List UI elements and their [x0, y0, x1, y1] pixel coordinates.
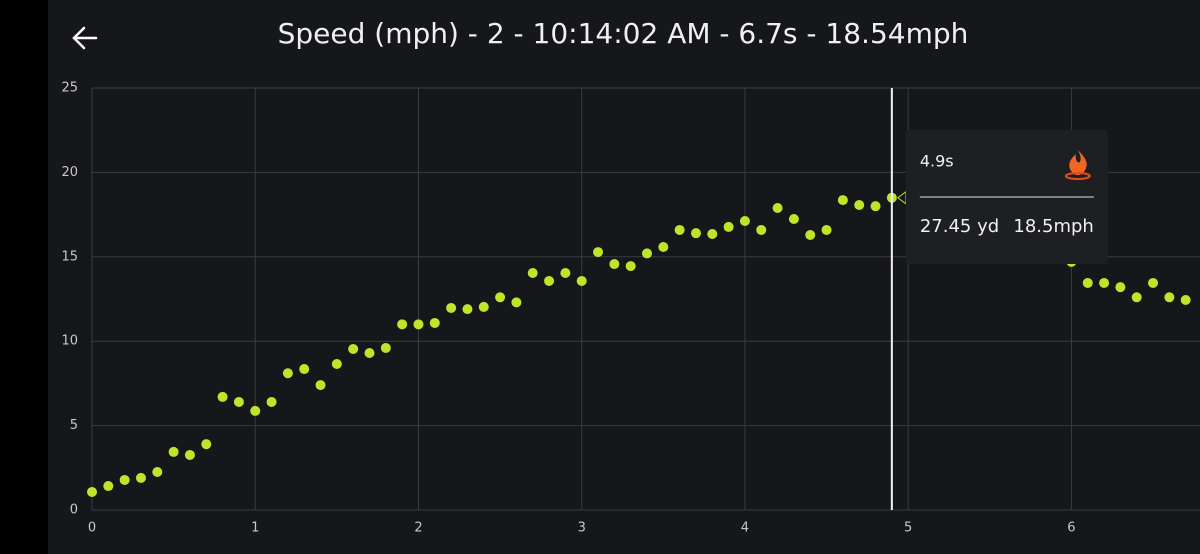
data-point — [103, 481, 114, 492]
data-point — [119, 474, 130, 485]
data-point — [446, 302, 457, 313]
y-tick-label: 0 — [70, 503, 78, 518]
data-point — [315, 380, 326, 391]
data-point — [1180, 295, 1191, 306]
data-point — [576, 275, 587, 286]
x-tick-label: 0 — [88, 521, 96, 536]
data-point — [135, 472, 146, 483]
x-tick-label: 2 — [414, 521, 422, 536]
back-button[interactable] — [72, 26, 98, 50]
data-point — [380, 342, 391, 353]
data-point — [756, 224, 767, 235]
y-tick-label: 15 — [61, 249, 78, 264]
data-point — [642, 248, 652, 259]
data-point — [788, 213, 799, 224]
data-point — [690, 228, 701, 239]
data-point — [413, 319, 424, 330]
x-tick-label: 4 — [741, 521, 749, 536]
data-point — [1164, 292, 1175, 303]
x-tick-label: 3 — [578, 521, 586, 536]
data-point — [201, 439, 212, 450]
data-point — [772, 203, 783, 214]
data-point — [805, 230, 816, 241]
data-point — [462, 304, 473, 315]
data-point — [1148, 277, 1159, 288]
data-point — [707, 229, 718, 240]
data-point — [674, 224, 685, 235]
data-point — [250, 405, 261, 416]
tooltip-time: 4.9s — [920, 152, 954, 171]
y-tick-label: 20 — [61, 165, 78, 180]
data-point — [609, 259, 620, 270]
data-point — [1131, 292, 1142, 303]
data-point — [739, 216, 750, 227]
x-tick-label: 1 — [251, 521, 259, 536]
tooltip-distance: 27.45 yd — [920, 216, 999, 237]
data-point — [658, 242, 669, 253]
logo-base — [1064, 172, 1091, 180]
data-point — [397, 319, 408, 330]
data-point — [184, 449, 195, 460]
chart-background — [48, 0, 1200, 554]
data-point — [1099, 277, 1110, 288]
data-point — [331, 358, 342, 369]
tooltip-speed: 18.5mph — [1013, 216, 1093, 237]
data-point — [821, 224, 832, 235]
data-point — [87, 486, 97, 497]
data-point — [478, 301, 489, 312]
data-point — [870, 201, 881, 212]
data-point — [1082, 277, 1093, 288]
data-point — [544, 275, 555, 286]
data-point — [168, 446, 179, 457]
data-point — [266, 396, 277, 407]
logo-flame — [1069, 150, 1087, 175]
data-point — [348, 343, 359, 354]
data-point — [152, 467, 163, 478]
data-point — [723, 221, 734, 232]
app-logo — [1064, 150, 1091, 180]
x-tick-label: 6 — [1067, 521, 1075, 536]
data-point — [560, 268, 571, 279]
data-point — [299, 364, 310, 375]
data-point — [364, 348, 375, 359]
data-point — [217, 391, 228, 402]
data-point — [511, 297, 522, 308]
data-point — [625, 261, 636, 272]
data-point — [282, 368, 293, 379]
data-point — [495, 292, 506, 303]
data-point — [593, 247, 604, 258]
y-tick-label: 5 — [70, 418, 78, 433]
y-tick-label: 25 — [61, 81, 78, 96]
data-point — [527, 268, 538, 279]
chart-title: Speed (mph) - 2 - 10:14:02 AM - 6.7s - 1… — [278, 17, 969, 50]
data-point — [429, 317, 440, 328]
y-tick-label: 10 — [61, 334, 78, 349]
data-point — [233, 396, 244, 407]
data-point — [854, 199, 865, 210]
data-point — [837, 195, 848, 206]
x-tick-label: 5 — [904, 521, 912, 536]
data-point — [1115, 282, 1126, 293]
